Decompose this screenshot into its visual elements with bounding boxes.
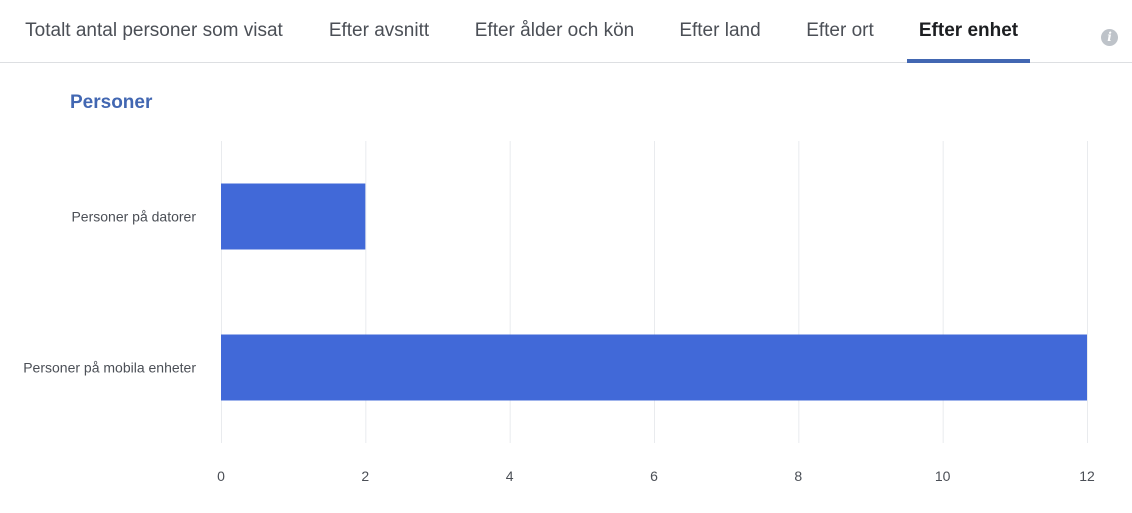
x-tick-label-8: 8 — [794, 468, 802, 484]
x-tick-label-12: 12 — [1079, 468, 1095, 484]
tab-by-country[interactable]: Efter land — [679, 20, 761, 41]
tab-by-city[interactable]: Efter ort — [806, 20, 874, 41]
bar-1 — [221, 334, 1087, 401]
x-tick-label-6: 6 — [650, 468, 658, 484]
category-label-0: Personer på datorer — [71, 209, 196, 225]
x-tick-label-2: 2 — [361, 468, 369, 484]
info-icon[interactable]: i — [1101, 29, 1118, 46]
tab-by-age-gender[interactable]: Efter ålder och kön — [474, 20, 635, 41]
tab-by-episode[interactable]: Efter avsnitt — [328, 20, 430, 41]
category-label-1: Personer på mobila enheter — [23, 360, 196, 376]
tab-by-device[interactable]: Efter enhet — [907, 0, 1030, 63]
bar-0 — [221, 183, 366, 250]
chart-title: Personer — [70, 92, 153, 113]
x-tick-label-0: 0 — [217, 468, 225, 484]
x-tick-label-10: 10 — [935, 468, 951, 484]
tab-bar: Totalt antal personer som visat Efter av… — [0, 0, 1132, 63]
tab-total[interactable]: Totalt antal personer som visat — [25, 20, 283, 41]
x-tick-label-4: 4 — [506, 468, 514, 484]
